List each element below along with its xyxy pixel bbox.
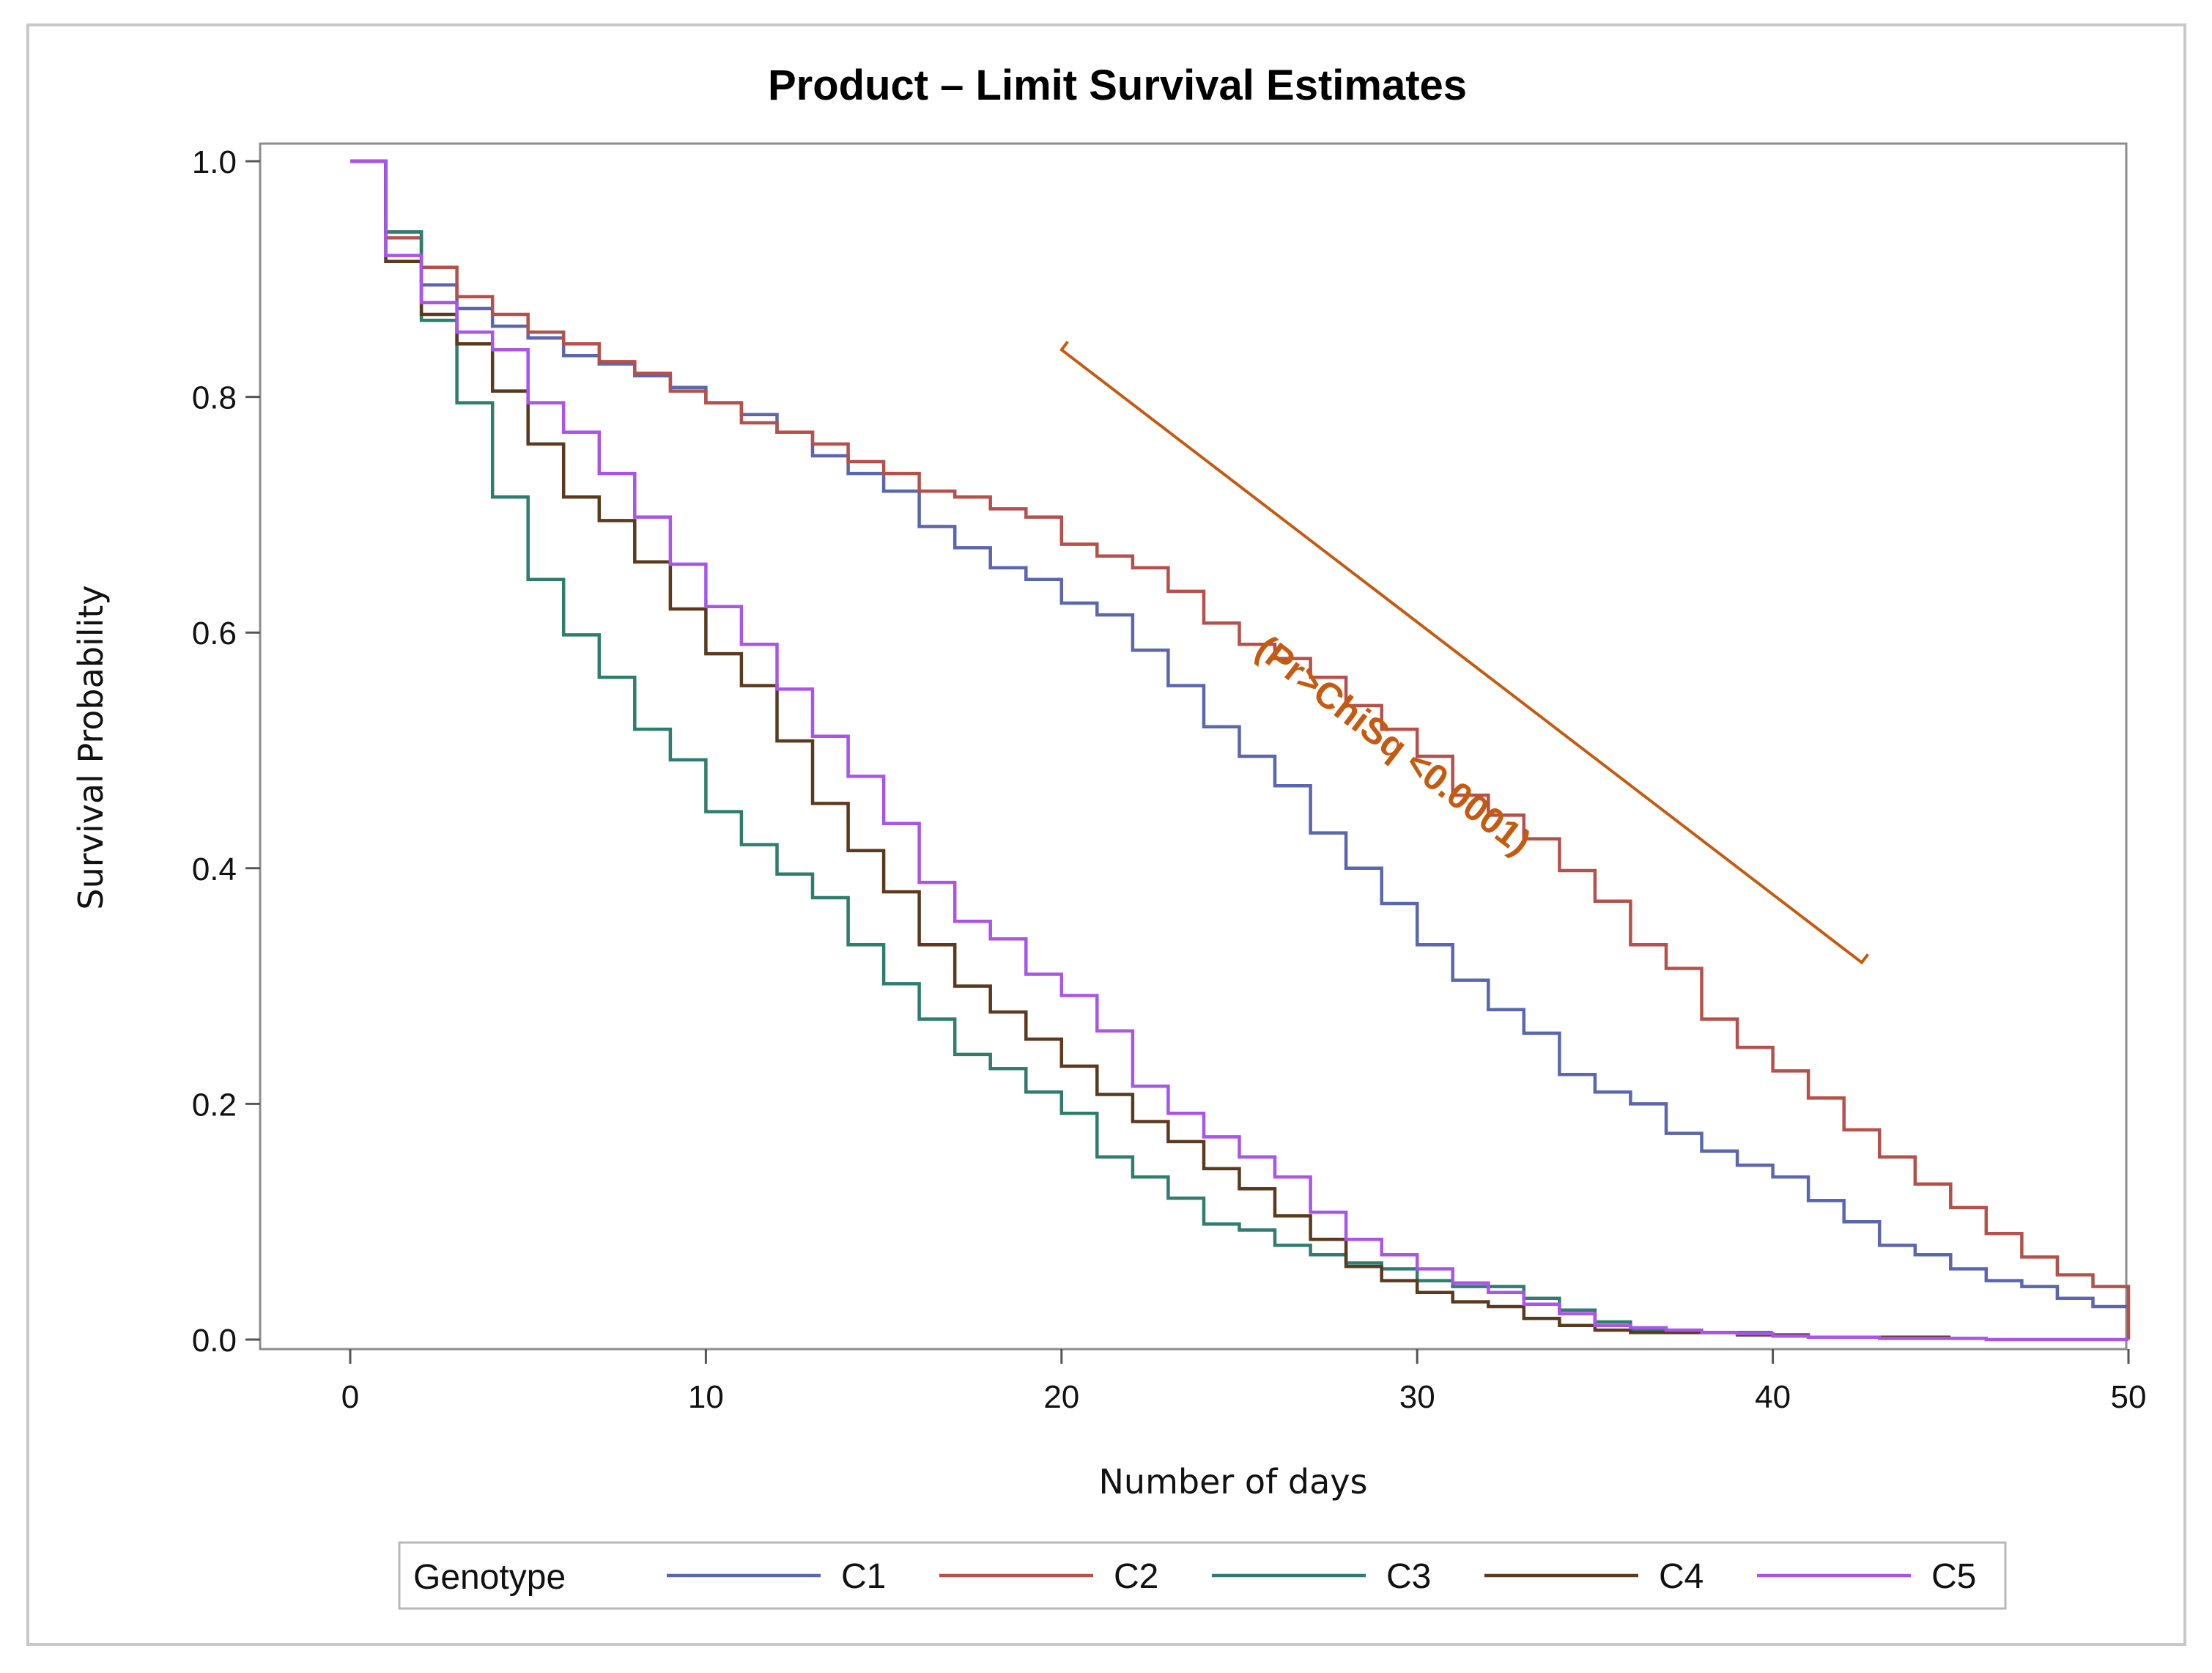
x-tick-label: 30 xyxy=(1399,1379,1435,1415)
legend-items: C1 C2 C3 C4 C5 xyxy=(667,1557,1976,1596)
x-tick-label: 50 xyxy=(2111,1379,2147,1415)
y-tick-label: 0.4 xyxy=(192,852,237,887)
plot-frame xyxy=(259,142,2128,1351)
x-axis-label: Number of days xyxy=(1099,1462,1368,1502)
y-axis-label: Survival Probability xyxy=(71,585,111,909)
y-tick-label: 0.0 xyxy=(192,1323,237,1359)
series-line-c5 xyxy=(350,159,2128,1342)
series-layer xyxy=(350,159,2131,1342)
legend-label-c3: C3 xyxy=(1386,1557,1431,1596)
series-line-c3 xyxy=(350,159,1773,1334)
legend-label-c4: C4 xyxy=(1659,1557,1704,1596)
legend-label-c2: C2 xyxy=(1114,1557,1158,1596)
x-tick-label: 40 xyxy=(1755,1379,1791,1415)
figure-border xyxy=(26,23,2186,1646)
series-line-c2 xyxy=(350,159,2131,1340)
x-tick-label: 10 xyxy=(688,1379,724,1415)
x-tick-label: 20 xyxy=(1043,1379,1079,1415)
legend: Genotype C1 C2 C3 C4 C5 xyxy=(398,1541,2007,1610)
legend-title: Genotype xyxy=(413,1558,566,1597)
y-tick-label: 0.2 xyxy=(192,1087,237,1123)
legend-label-c1: C1 xyxy=(841,1557,886,1596)
series-line-c1 xyxy=(350,159,2128,1309)
y-tick-label: 0.8 xyxy=(192,380,237,416)
chart-title: Product – Limit Survival Estimates xyxy=(768,62,1467,109)
y-tick-label: 0.6 xyxy=(192,616,237,651)
legend-label-c5: C5 xyxy=(1931,1557,1976,1596)
x-tick-label: 0 xyxy=(341,1379,359,1415)
y-tick-label: 1.0 xyxy=(192,144,237,180)
axis-ticks: 0 10 20 30 40 50 0.0 0.2 0.4 0.6 0.8 1.0 xyxy=(192,144,2147,1415)
significance-bracket xyxy=(1059,340,1870,965)
